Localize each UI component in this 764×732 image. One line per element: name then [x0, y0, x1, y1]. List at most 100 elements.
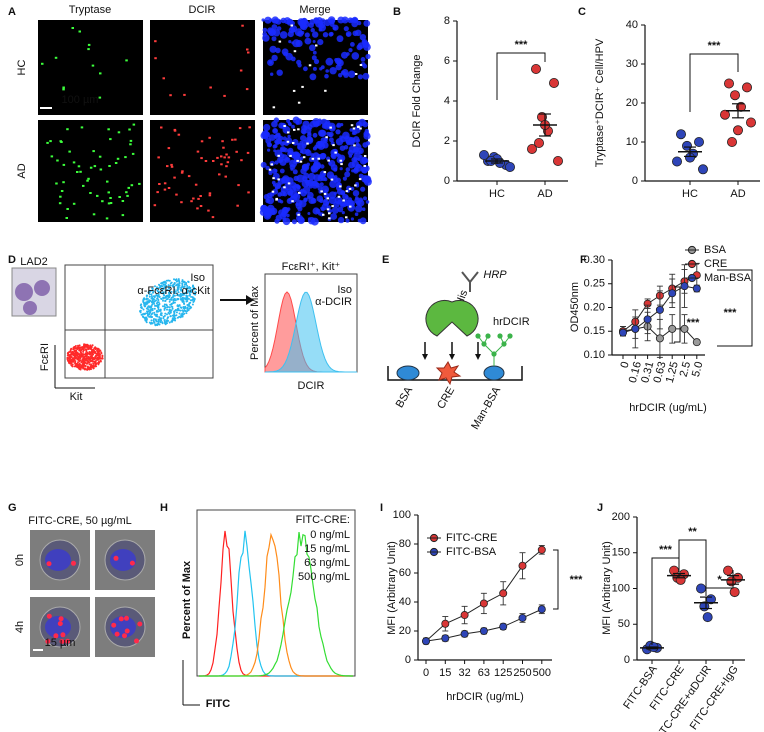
y-tick-label: 8 — [444, 15, 450, 27]
plate — [387, 366, 523, 381]
event — [155, 288, 158, 291]
event — [151, 303, 154, 306]
nucleus — [319, 22, 323, 26]
axis-label: Percent of Max — [181, 560, 193, 639]
nucleus — [329, 67, 337, 75]
cell-signal — [167, 187, 171, 189]
mannose — [481, 341, 487, 347]
event — [150, 305, 153, 307]
legend-label: Man-BSA — [704, 272, 752, 284]
event — [189, 287, 191, 290]
event — [88, 358, 91, 361]
event — [174, 309, 176, 312]
event — [73, 346, 76, 349]
cell-signal — [291, 200, 294, 203]
cell-signal — [308, 64, 312, 67]
cell-signal — [291, 142, 295, 144]
event — [150, 293, 153, 296]
cell-signal — [231, 138, 234, 141]
event — [147, 291, 150, 294]
event — [179, 288, 182, 291]
cell-signal — [98, 96, 102, 99]
arrow-head — [449, 354, 455, 360]
cell-signal — [225, 153, 228, 156]
event — [155, 315, 158, 318]
cell-signal — [187, 175, 191, 178]
nucleus — [365, 200, 370, 204]
data-point — [441, 634, 450, 643]
event — [157, 323, 160, 326]
event — [161, 321, 164, 324]
event — [162, 317, 165, 320]
nucleus — [340, 136, 347, 143]
micrograph — [38, 20, 143, 115]
legend-label: α-DCIR — [315, 296, 352, 308]
nucleus — [272, 127, 278, 134]
nucleus — [317, 142, 326, 150]
cell-signal — [268, 168, 272, 171]
cell-signal — [238, 127, 242, 130]
event — [68, 354, 71, 357]
event — [179, 295, 182, 298]
y-tick-label: 0 — [624, 654, 630, 666]
event — [160, 292, 163, 294]
cell-signal — [199, 195, 202, 197]
cell-signal — [197, 197, 200, 200]
mannose — [501, 341, 507, 347]
cell-signal — [101, 200, 104, 203]
cell-signal — [163, 182, 167, 185]
cell-signal — [220, 163, 223, 166]
nucleus — [269, 45, 277, 53]
event — [139, 304, 142, 307]
nucleus — [280, 17, 287, 24]
cell-signal — [353, 144, 356, 147]
nucleus — [291, 41, 295, 45]
cell-signal — [236, 204, 239, 207]
cell-signal — [158, 183, 161, 185]
cell-signal — [125, 191, 128, 194]
event — [183, 312, 186, 315]
event — [78, 362, 81, 365]
cre-signal — [114, 631, 120, 637]
y-tick-label: 150 — [612, 547, 630, 559]
legend-label: FITC-CRE — [446, 532, 497, 544]
nucleus — [300, 23, 308, 31]
nucleus — [260, 161, 267, 168]
cell-signal — [286, 140, 290, 143]
nucleus — [358, 150, 362, 154]
cell-signal — [128, 128, 131, 131]
event — [161, 281, 164, 284]
event — [176, 287, 179, 290]
data-point — [534, 137, 545, 148]
data-point — [680, 324, 689, 333]
event — [84, 359, 87, 362]
event — [157, 310, 160, 313]
event — [160, 314, 163, 317]
event — [91, 356, 94, 359]
cell-signal — [167, 147, 171, 150]
data-point — [692, 284, 701, 293]
y-axis-label: Tryptase⁺DCIR⁺ Cell/HPV — [594, 38, 606, 167]
micrograph — [150, 20, 255, 115]
event — [173, 297, 176, 300]
cell-signal — [337, 195, 341, 198]
event — [173, 312, 176, 315]
event — [81, 354, 84, 357]
cell-signal — [87, 43, 91, 46]
nucleus — [329, 137, 334, 143]
data-point — [460, 611, 469, 620]
y-tick-label: 40 — [399, 596, 411, 608]
x-tick-label: 0 — [423, 667, 429, 679]
cre-signal — [46, 561, 52, 567]
event — [181, 309, 184, 312]
event — [150, 321, 153, 324]
event — [174, 279, 177, 281]
y-tick-label: 0 — [405, 654, 411, 666]
nucleus — [333, 167, 338, 172]
event — [94, 355, 97, 358]
arrow-head — [475, 354, 481, 360]
event — [145, 317, 148, 320]
data-point — [531, 64, 542, 75]
event — [77, 363, 80, 366]
nucleus — [357, 218, 362, 223]
